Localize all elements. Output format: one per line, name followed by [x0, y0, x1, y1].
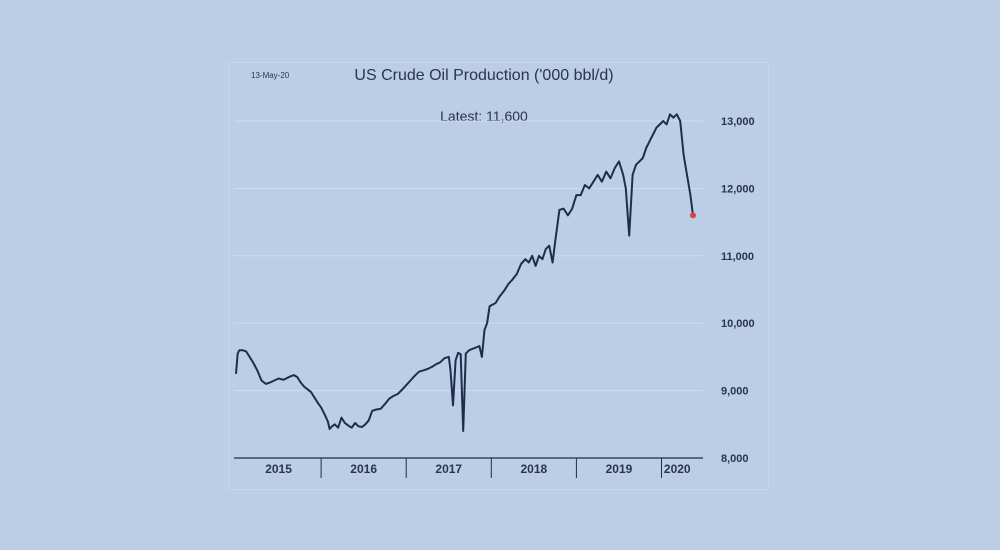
year-label: 2020 [664, 462, 691, 476]
year-label: 2015 [265, 462, 292, 476]
line-layer [235, 113, 696, 432]
y-tick-label: 9,000 [721, 386, 749, 398]
chart-title: US Crude Oil Production ('000 bbl/d) [354, 67, 613, 84]
chart-panel: 13-May-20 US Crude Oil Production ('000 … [228, 62, 769, 490]
year-label: 2019 [606, 462, 633, 476]
latest-annotation: Latest: 11,600 [440, 108, 528, 124]
axis-layer: 8,000 9,000 10,000 11,000 12,000 13,000 2015 20… [234, 116, 755, 478]
year-label: 2017 [435, 462, 462, 476]
y-tick-label: 11,000 [721, 251, 754, 263]
y-tick-label: 13,000 [721, 116, 755, 128]
year-label: 2016 [350, 462, 377, 476]
production-line [235, 113, 694, 432]
y-tick-label: 8,000 [721, 453, 749, 465]
date-note: 13-May-20 [251, 71, 290, 80]
crude-oil-line-chart: 13-May-20 US Crude Oil Production ('000 … [234, 67, 755, 478]
y-tick-label: 12,000 [721, 183, 755, 195]
y-tick-label: 10,000 [721, 318, 755, 330]
year-label: 2018 [521, 462, 548, 476]
latest-point-marker [690, 212, 696, 219]
